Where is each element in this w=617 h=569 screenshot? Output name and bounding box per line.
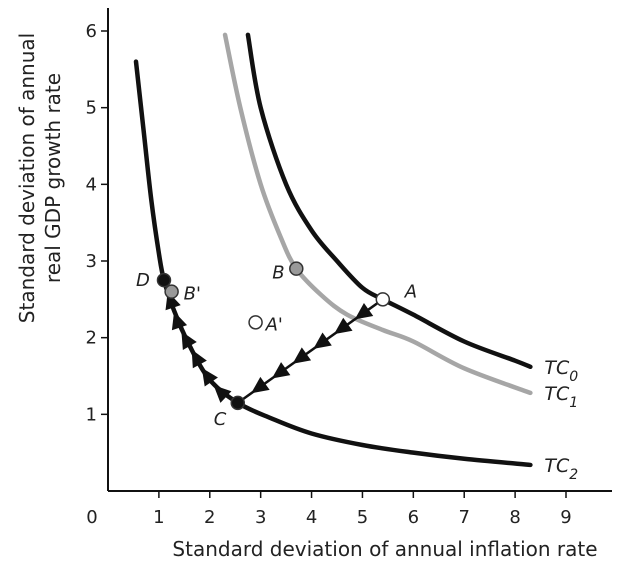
path-arrowhead	[181, 331, 197, 350]
point-marker	[156, 272, 172, 288]
x-tick-label: 9	[560, 507, 571, 528]
curve-tc2	[133, 59, 533, 468]
curve-tc0	[245, 32, 533, 370]
path-arrowhead	[191, 349, 207, 369]
curve-label-subscript: 0	[569, 369, 578, 385]
curve-label-subscript: 2	[569, 467, 578, 483]
y-tick-label: 1	[86, 404, 97, 425]
point-label: A	[404, 281, 417, 302]
path-arrowhead	[271, 362, 291, 379]
x-tick-label: 1	[153, 507, 164, 528]
path-arrowhead	[251, 376, 270, 394]
curve-tc1	[222, 32, 533, 396]
y-tick-label: 4	[86, 174, 97, 195]
curve-label-tc2: TC2	[544, 455, 578, 483]
path-arrowhead	[334, 317, 353, 335]
point-label: D	[136, 270, 150, 291]
point-label: C	[214, 409, 227, 430]
path-arrowhead	[354, 302, 374, 320]
curve-label-tc1: TC1	[544, 383, 578, 411]
y-axis-title-line-1: Standard deviation of annual	[15, 33, 39, 323]
y-tick-label: 5	[86, 98, 97, 119]
path-arrowhead	[213, 385, 232, 403]
x-axis-title: Standard deviation of annual inflation r…	[172, 537, 597, 561]
curve-label-main: TC	[544, 455, 570, 477]
axes-layer	[107, 8, 612, 492]
point-label: A'	[265, 314, 283, 335]
point-marker	[289, 261, 304, 276]
points-layer	[156, 261, 391, 411]
x-tick-label: 2	[204, 507, 215, 528]
y-tick-label: 3	[86, 251, 97, 272]
curves-layer	[133, 32, 533, 468]
point-marker	[164, 284, 179, 299]
x-tick-label: 0	[86, 507, 97, 528]
x-tick-label: 8	[509, 507, 520, 528]
x-tick-label: 3	[255, 507, 266, 528]
y-tick-label: 2	[86, 328, 97, 349]
path-arrowhead	[171, 311, 188, 331]
point-marker	[230, 395, 246, 411]
curve-label-main: TC	[544, 357, 570, 379]
path-arrowhead	[201, 367, 218, 387]
point-label: B'	[184, 284, 201, 305]
point-marker	[375, 292, 391, 307]
path-arrowhead	[292, 347, 312, 364]
y-axis-title-line-2: real GDP growth rate	[41, 73, 65, 283]
y-tick-label: 6	[86, 21, 97, 42]
curve-label-subscript: 1	[569, 395, 578, 411]
point-marker	[248, 315, 263, 330]
x-tick-label: 5	[357, 507, 368, 528]
point-label: B	[272, 263, 284, 284]
x-tick-label: 4	[306, 507, 317, 528]
curve-label-tc0: TC0	[544, 357, 578, 385]
path-arrowhead	[313, 332, 332, 349]
x-tick-label: 6	[408, 507, 419, 528]
ticks-layer: 0 1 2 3 4 5 6 7 8 9 1 2 3 4 5 6	[86, 21, 572, 528]
curve-label-main: TC	[544, 383, 570, 405]
x-tick-label: 7	[458, 507, 469, 528]
